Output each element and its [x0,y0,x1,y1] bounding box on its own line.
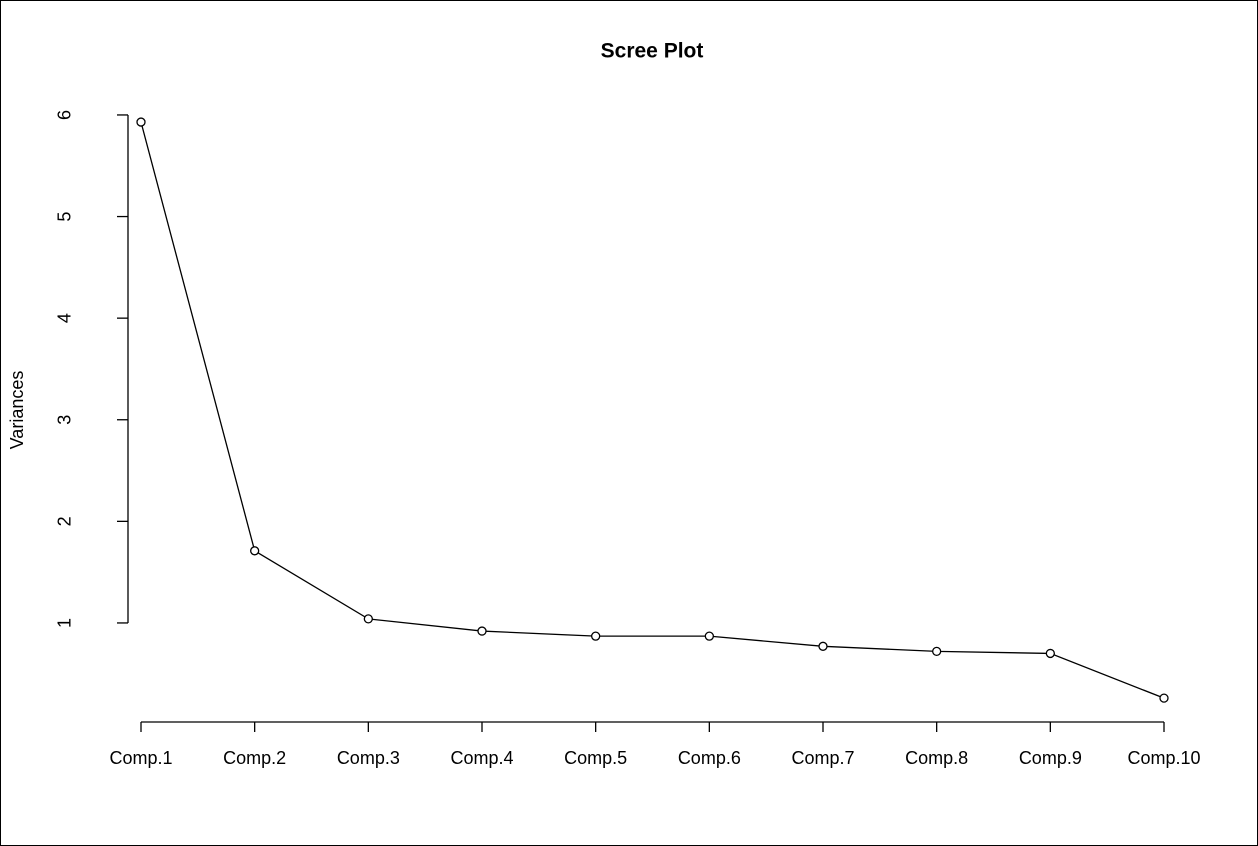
x-tick-label: Comp.9 [1019,748,1082,768]
point [1159,693,1169,703]
y-tick-label: 1 [55,618,75,628]
point [477,626,487,636]
y-tick-label: 6 [55,110,75,120]
point [363,614,373,624]
x-tick-label: Comp.1 [109,748,172,768]
point [591,631,601,641]
x-tick-label: Comp.5 [564,748,627,768]
x-tick-label: Comp.2 [223,748,286,768]
point [932,646,942,657]
x-tick-label: Comp.3 [337,748,400,768]
chart-title: Scree Plot [601,40,704,63]
point [704,631,714,641]
x-tick-label: Comp.4 [450,748,513,768]
y-axis-label: Variances [7,371,27,450]
x-tick-label: Comp.7 [791,748,854,768]
y-tick-label: 3 [55,415,75,425]
x-tick-label: Comp.8 [905,748,968,768]
series-line [140,121,1165,699]
point [136,117,146,127]
x-tick-label: Comp.6 [678,748,741,768]
y-tick-label: 5 [55,212,75,222]
y-tick-label: 4 [55,313,75,323]
x-tick-label: Comp.10 [1127,748,1200,768]
point [250,546,260,556]
y-tick-label: 2 [55,516,75,526]
point [818,641,828,651]
point [1045,648,1055,659]
